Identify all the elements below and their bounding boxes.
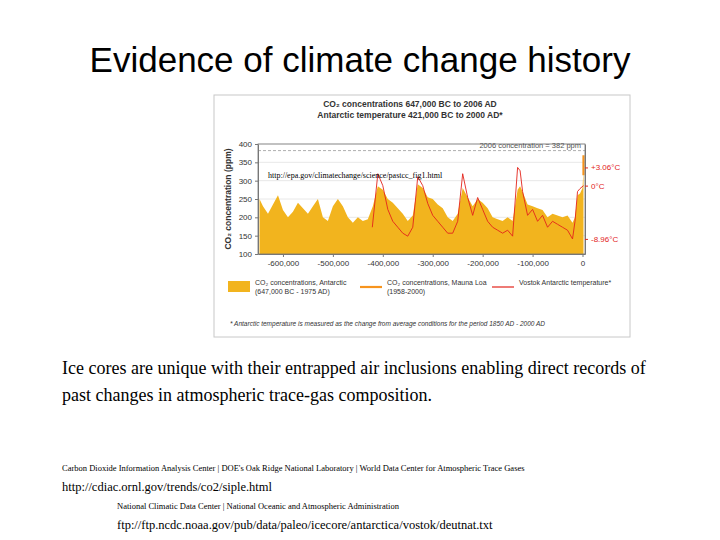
y2-tick: +3.06°C: [585, 163, 620, 172]
series-area: [259, 169, 583, 254]
x-tick: -500,000: [318, 254, 350, 268]
y2-axis-line: [585, 145, 586, 255]
x-tick: -400,000: [368, 254, 400, 268]
y2-tick-label: +3.06°C: [591, 163, 620, 172]
legend: CO₂ concentrations, Antarctic(647,000 BC…: [228, 279, 611, 296]
y-tick-label: 300: [239, 177, 253, 186]
slide-title: Evidence of climate change history: [90, 40, 631, 79]
slide-background: [0, 0, 720, 540]
grid-line: [258, 180, 585, 181]
y-tick-label: 350: [239, 158, 253, 167]
y-tick-mark: [255, 217, 258, 218]
source-organization: National Climatic Data Center | National…: [117, 501, 400, 511]
y-tick: 300: [239, 177, 258, 186]
x-tick-label: -200,000: [467, 259, 499, 268]
x-tick-mark: [383, 254, 384, 257]
legend-swatch: [360, 286, 382, 288]
x-tick-label: 0: [581, 259, 586, 268]
y-tick: 150: [239, 232, 258, 241]
legend-label: CO₂ concentrations, Antarctic(647,000 BC…: [255, 279, 347, 296]
x-tick: 0: [581, 254, 586, 268]
y-axis-title: CO₂ concentration (ppm): [223, 148, 233, 249]
y-tick: 350: [239, 158, 258, 167]
x-tick-mark: [333, 254, 334, 257]
y2-tick-label: 0°C: [591, 182, 605, 191]
y-tick: 200: [239, 213, 258, 222]
legend-swatch: [228, 281, 250, 292]
x-axis-line: [259, 254, 586, 255]
y-tick-mark: [255, 254, 258, 255]
y-tick-label: 250: [239, 195, 253, 204]
chart-box: [214, 95, 630, 337]
x-tick: -100,000: [517, 254, 549, 268]
y2-tick: 0°C: [585, 182, 605, 191]
y-tick-label: 100: [239, 250, 253, 259]
chart-subtitle: Antarctic temperature 421,000 BC to 2000…: [317, 110, 503, 120]
y-tick-mark: [255, 199, 258, 200]
series-line: [582, 155, 584, 175]
x-tick: -300,000: [417, 254, 449, 268]
plot-frame: [258, 144, 585, 254]
y2-tick-mark: [585, 239, 588, 240]
x-tick-label: -300,000: [417, 259, 449, 268]
x-tick-mark: [283, 254, 284, 257]
y2-tick: -8.96°C: [585, 235, 618, 244]
y-tick-label: 150: [239, 232, 253, 241]
y-tick-mark: [255, 144, 258, 145]
y-axis: 100 150 200 250 300 350 400: [239, 140, 259, 259]
chart-title: CO₂ concentrations 647,000 BC to 2006 AD: [323, 99, 497, 109]
caption: Ice cores are unique with their entrappe…: [62, 358, 646, 405]
x-tick: -200,000: [467, 254, 499, 268]
y-tick-mark: [255, 162, 258, 163]
y-tick-label: 200: [239, 213, 253, 222]
source-url: ftp://ftp.ncdc.noaa.gov/pub/data/paleo/i…: [117, 518, 493, 532]
y2-tick-label: -8.96°C: [591, 235, 618, 244]
y2-tick-mark: [585, 167, 588, 168]
y2-tick-mark: [585, 186, 588, 187]
x-tick-label: -400,000: [368, 259, 400, 268]
x-tick-label: -600,000: [268, 259, 300, 268]
x-tick-label: -100,000: [517, 259, 549, 268]
plot-marks: [258, 151, 585, 254]
x-tick: -600,000: [268, 254, 300, 268]
y-tick-mark: [255, 181, 258, 182]
footnote: * Antarctic temperature is measured as t…: [230, 320, 545, 328]
x-tick-label: -500,000: [318, 259, 350, 268]
y-tick: 100: [239, 250, 258, 259]
annotation: http://epa.gov/climatechange/science/pas…: [268, 171, 443, 180]
legend-label: CO₂ concentrations, Mauna Loa(1958-2000): [387, 279, 487, 296]
y-tick-mark: [255, 236, 258, 237]
source-organization: Carbon Dioxide Information Analysis Cent…: [62, 463, 525, 473]
legend-label: Vostok Antarctic temperature*: [519, 279, 611, 287]
grid: [258, 144, 585, 254]
reference-line: [258, 150, 585, 151]
legend-swatch: [492, 286, 514, 287]
x-tick-mark: [533, 254, 534, 257]
source-url: http://cdiac.ornl.gov/trends/co2/siple.h…: [62, 480, 273, 494]
y-tick: 400: [239, 140, 258, 149]
x-tick-mark: [433, 254, 434, 257]
y-tick: 250: [239, 195, 258, 204]
x-axis: -600,000 -500,000 -400,000 -300,000 -200,000…: [259, 254, 586, 268]
grid-line: [258, 162, 585, 163]
x-tick-mark: [483, 254, 484, 257]
y2-axis: +3.06°C 0°C -8.96°C: [585, 145, 620, 255]
reference-label: 2006 concentration = 382 ppm: [479, 141, 581, 150]
x-tick-mark: [583, 254, 584, 257]
y-axis-line: [258, 145, 259, 255]
slide: Evidence of climate change history Ice co…: [0, 0, 720, 540]
y-tick-label: 400: [239, 140, 253, 149]
